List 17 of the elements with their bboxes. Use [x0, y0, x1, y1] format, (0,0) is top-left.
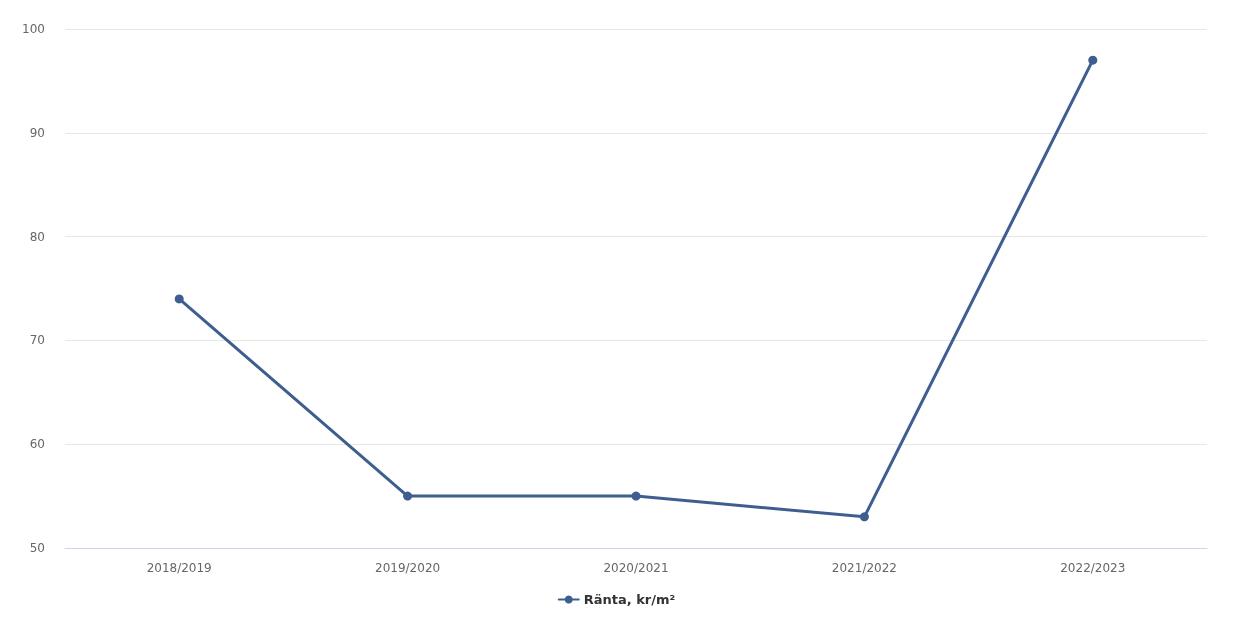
- point: [403, 491, 413, 501]
- y-tick-label: 90: [29, 125, 45, 140]
- point: [1088, 55, 1098, 65]
- y-tick-label: 80: [29, 229, 45, 244]
- y-tick-label: 70: [29, 333, 45, 348]
- y-tick-label: 50: [29, 541, 45, 555]
- x-tick-label: 2022/2023: [1060, 561, 1126, 575]
- point: [859, 512, 869, 522]
- legend-label: Ränta, kr/m²: [583, 592, 676, 607]
- y-tick-label: 60: [29, 437, 45, 452]
- point: [174, 294, 184, 304]
- x-tick-label: 2020/2021: [603, 561, 669, 575]
- x-tick-label: 2021/2022: [831, 561, 897, 575]
- x-tick-label: 2018/2019: [146, 561, 212, 575]
- y-tick-label: 100: [22, 22, 45, 36]
- point: [631, 491, 641, 501]
- x-tick-label: 2019/2020: [375, 561, 441, 575]
